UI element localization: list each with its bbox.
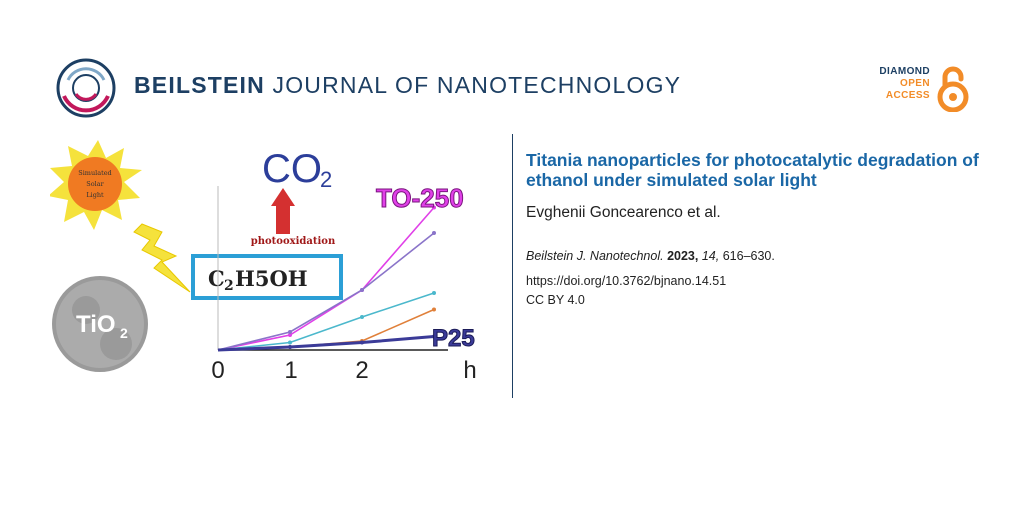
data-point — [288, 330, 292, 334]
beilstein-ring-logo-icon — [56, 58, 116, 118]
series-line-to-250 — [217, 206, 435, 351]
citation-pages: 616–630. — [722, 249, 775, 263]
doi-link[interactable]: https://doi.org/10.3762/bjnano.14.51 — [526, 274, 727, 288]
data-point — [288, 333, 292, 337]
sun-label-3: Light — [86, 191, 104, 199]
citation-year: 2023, — [667, 249, 699, 263]
data-point — [360, 288, 364, 292]
degradation-chart: TO-250 P25 0 1 2 h — [211, 183, 476, 385]
diamond-open-access-badge: DIAMOND OPEN ACCESS — [860, 66, 970, 116]
ethanol-label-b: H5OH — [235, 266, 308, 291]
citation-volume: 14, — [701, 249, 720, 263]
sun-label-2: Solar — [86, 180, 104, 188]
open-access-lock-icon — [937, 66, 969, 112]
x-tick-label: 1 — [284, 357, 297, 384]
ethanol-label-sub: 2 — [224, 278, 234, 294]
co2-label: CO — [262, 147, 322, 191]
data-point — [360, 340, 364, 345]
photooxidation-label: photooxidation — [251, 236, 336, 247]
x-tick-label: 0 — [211, 357, 224, 384]
citation: Beilstein J. Nanotechnol. 2023, 14, 616–… — [526, 249, 986, 263]
article-title[interactable]: Titania nanoparticles for photocatalytic… — [526, 150, 979, 190]
data-point — [432, 291, 436, 295]
journal-name-rest: JOURNAL OF NANOTECHNOLOGY — [272, 72, 682, 98]
lightning-bolt-icon — [133, 223, 191, 293]
oxidation-arrow-icon — [271, 188, 295, 234]
tio2-label: TiO — [76, 311, 116, 338]
article-authors: Evghenii Goncearenco et al. — [526, 204, 721, 221]
x-axis-unit-label: h — [463, 357, 476, 384]
data-point — [288, 340, 292, 345]
series-line-cyan — [217, 292, 435, 351]
tio2-sub: 2 — [120, 325, 128, 341]
data-point — [432, 231, 436, 235]
journal-name-bold: BEILSTEIN — [134, 72, 265, 98]
license[interactable]: CC BY 4.0 — [526, 293, 585, 307]
x-tick-label: 2 — [355, 357, 368, 384]
article-info: Titania nanoparticles for photocatalytic… — [526, 150, 986, 307]
series-line-p25 — [217, 335, 435, 352]
series-label-p25: P25 — [432, 325, 475, 352]
tio2-particle: TiO 2 — [52, 276, 148, 372]
oa-line-diamond: DIAMOND — [879, 66, 930, 77]
divider — [512, 134, 513, 398]
data-point — [432, 205, 436, 210]
data-point — [432, 307, 436, 312]
data-point — [432, 334, 436, 339]
page-header: BEILSTEIN JOURNAL OF NANOTECHNOLOGY DIAM… — [0, 0, 1024, 130]
oa-line-access: ACCESS — [885, 90, 930, 101]
sun-label-1: Simulated — [78, 169, 111, 177]
data-point — [360, 315, 364, 319]
citation-journal: Beilstein J. Nanotechnol. — [526, 249, 664, 263]
series-line-purple — [217, 232, 435, 351]
series-label-to-250: TO-250 — [376, 183, 464, 213]
sun-icon: Simulated Solar Light — [50, 140, 142, 230]
ethanol-label-a: C — [208, 266, 225, 291]
co2-sub: 2 — [320, 167, 332, 192]
graphical-abstract: Simulated Solar Light TiO 2 CO 2 photoox… — [50, 140, 477, 385]
journal-name[interactable]: BEILSTEIN JOURNAL OF NANOTECHNOLOGY — [134, 72, 681, 99]
data-point — [288, 345, 292, 349]
oa-line-open: OPEN — [900, 78, 930, 89]
